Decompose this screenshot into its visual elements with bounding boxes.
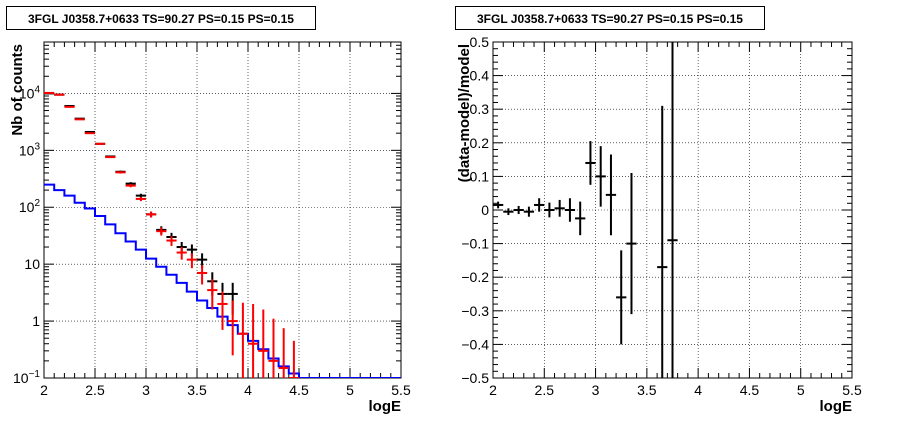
data-point-red	[64, 105, 75, 108]
x-tick-label: 5	[346, 382, 354, 398]
data-point-red	[176, 247, 187, 260]
x-tick-label: 4.5	[289, 382, 309, 398]
data-point-red	[248, 303, 259, 378]
data-point-red	[166, 236, 177, 246]
y-axis-title: Nb of counts	[9, 44, 26, 136]
x-tick-label: 3.5	[637, 382, 657, 398]
y-tick-label: 103	[19, 141, 41, 158]
data-point-red	[258, 309, 269, 378]
data-point-red	[268, 318, 279, 378]
x-tick-label: 2	[40, 382, 48, 398]
data-point-red	[237, 302, 248, 378]
residual-point	[493, 201, 504, 209]
y-tick-label: 102	[19, 198, 41, 215]
data-point-red	[288, 340, 299, 378]
data-point-red	[278, 328, 289, 378]
x-tick-label: 4	[694, 382, 702, 398]
data-point-red	[186, 253, 197, 269]
x-tick-label: 2	[489, 382, 497, 398]
data-point-red	[115, 171, 126, 174]
right-plot: 2 2.5 3 3.5 4 4.5 5 5.5 −0.5 −0.4 −0.3 −0.2 −0.1 0 0.1…	[456, 34, 862, 415]
x-tick-label: 2.5	[85, 382, 105, 398]
y-tick-label: −0.2	[461, 269, 489, 285]
residual-point	[616, 250, 627, 345]
residual-point	[534, 198, 545, 212]
residual-point	[657, 105, 668, 378]
x-tick-label: 5.5	[391, 382, 411, 398]
y-tick-label: 0.1	[470, 168, 490, 184]
left-plot: 2 2.5 3 3.5 4 4.5 5 5.5 10−1 1 10 102 103 104 logE Nb o…	[9, 41, 411, 415]
residual-point	[595, 146, 606, 207]
data-point-red	[217, 291, 228, 330]
left-panel: 2 2.5 3 3.5 4 4.5 5 5.5 10−1 1 10 102 103 104 logE Nb o…	[6, 6, 411, 415]
data-point-red	[146, 211, 157, 218]
residual-point	[626, 173, 637, 315]
data-point-red	[227, 300, 238, 356]
y-tick-label: −0.5	[461, 370, 489, 386]
left-chart-title: 3FGL J0358.7+0633 TS=90.27 PS=0.15 PS=0.…	[6, 6, 316, 30]
data-point-red	[135, 196, 146, 202]
data-point-red	[95, 142, 106, 145]
model-histogram-line	[44, 183, 401, 378]
y-tick-label: 0.5	[470, 34, 490, 50]
data-point-red	[156, 227, 167, 236]
residual-point	[575, 201, 586, 236]
x-tick-label: 3	[142, 382, 150, 398]
right-chart-title: 3FGL J0358.7+0633 TS=90.27 PS=0.15 PS=0.…	[455, 6, 765, 30]
x-tick-label: 4	[244, 382, 252, 398]
data-point-red	[197, 265, 208, 285]
residual-point	[544, 202, 555, 218]
residual-point	[667, 42, 678, 378]
residual-point	[513, 205, 524, 215]
data-point-red	[84, 132, 95, 135]
data-point-red	[207, 279, 218, 310]
x-tick-label: 3	[592, 382, 600, 398]
x-axis-title: logE	[820, 398, 853, 415]
y-tick-label: −0.1	[461, 236, 489, 252]
y-tick-label: 0	[481, 202, 489, 218]
x-tick-label: 5.5	[842, 382, 862, 398]
y-tick-label: 104	[19, 84, 41, 101]
residual-point	[523, 206, 535, 217]
y-tick-label: 1	[32, 313, 40, 329]
y-tick-label: 0.3	[470, 101, 490, 117]
residual-point	[585, 141, 596, 185]
data-point-red	[105, 156, 116, 159]
y-axis-title: (data-model)/model	[456, 44, 473, 182]
x-tick-label: 5	[797, 382, 805, 398]
x-axis-title: logE	[369, 398, 402, 415]
data-point-red	[74, 118, 85, 121]
y-tick-label: 0.2	[470, 135, 490, 151]
y-tick-label: 10	[24, 256, 40, 272]
residual-point	[564, 198, 576, 222]
x-tick-label: 4.5	[740, 382, 760, 398]
y-tick-label: −0.4	[461, 336, 489, 352]
x-tick-label: 2.5	[535, 382, 555, 398]
data-point-red	[125, 184, 136, 188]
x-tick-label: 3.5	[187, 382, 207, 398]
y-tick-label: −0.3	[461, 303, 489, 319]
right-panel: 2 2.5 3 3.5 4 4.5 5 5.5 −0.5 −0.4 −0.3 −0.2 −0.1 0 0.1…	[449, 0, 898, 421]
residual-point	[554, 199, 565, 217]
residual-point	[503, 208, 514, 216]
y-tick-label: 0.4	[470, 68, 490, 84]
y-tick-label: 10−1	[13, 369, 40, 386]
residual-point	[605, 154, 617, 236]
